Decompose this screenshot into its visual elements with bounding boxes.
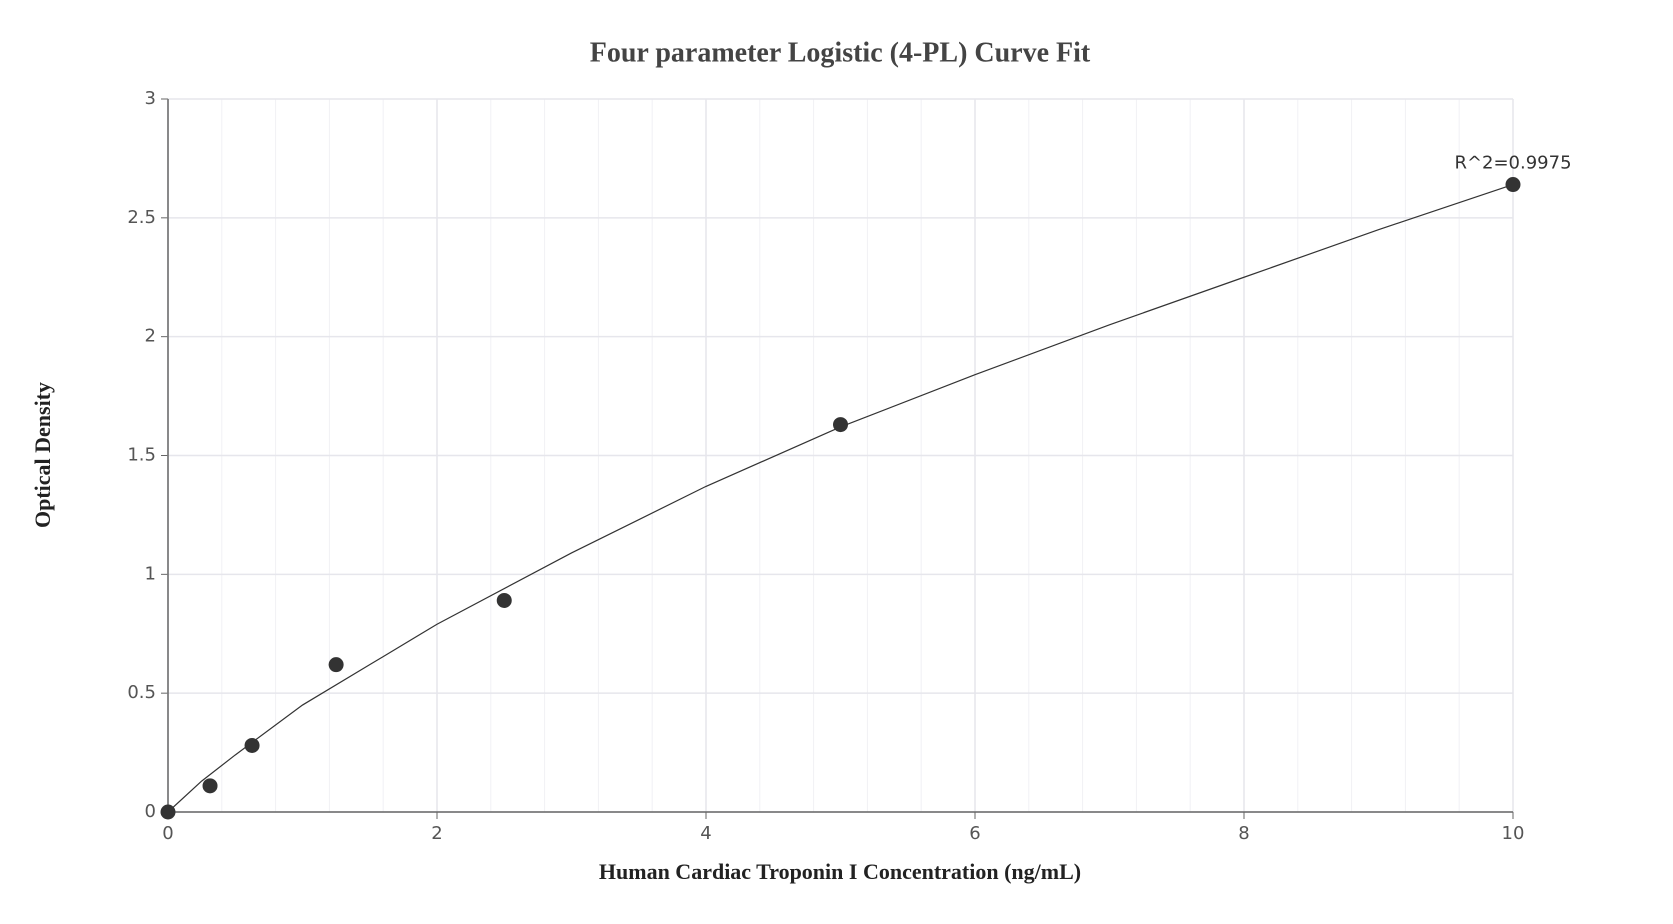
- data-point: [328, 657, 344, 673]
- data-point: [160, 804, 176, 820]
- x-tick-label: 0: [162, 823, 173, 844]
- annotation: R^2=0.9975: [1454, 153, 1571, 174]
- y-tick-label: 1.5: [127, 445, 156, 466]
- data-point: [202, 778, 218, 794]
- x-tick-label: 2: [431, 823, 442, 844]
- data-point: [244, 737, 260, 753]
- y-tick-label: 0.5: [127, 682, 156, 703]
- y-axis-label: Optical Density: [30, 382, 55, 528]
- y-tick-label: 2: [145, 326, 156, 347]
- y-tick-label: 2.5: [127, 207, 156, 228]
- fit-curve: [167, 183, 1514, 813]
- y-tick-label: 1: [145, 563, 156, 584]
- x-tick-label: 4: [700, 823, 711, 844]
- data-point: [496, 592, 512, 608]
- y-tick-label: 3: [145, 88, 156, 109]
- x-axis-label: Human Cardiac Troponin I Concentration (…: [599, 859, 1081, 884]
- data-point: [833, 417, 848, 433]
- chart-title: Four parameter Logistic (4-PL) Curve Fit: [590, 37, 1091, 68]
- x-tick-label: 10: [1502, 823, 1525, 844]
- x-tick-label: 8: [1238, 823, 1249, 844]
- data-point: [1505, 177, 1521, 193]
- x-tick-label: 6: [969, 823, 980, 844]
- y-tick-label: 0: [145, 801, 156, 822]
